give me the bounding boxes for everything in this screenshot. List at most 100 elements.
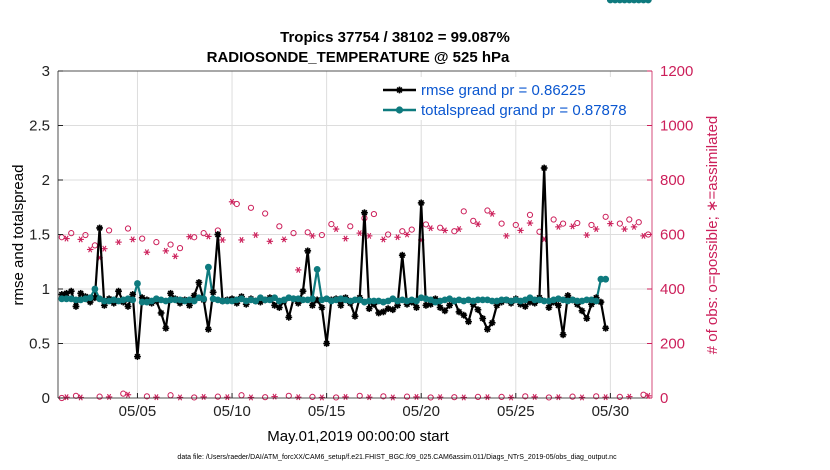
rmse-point: [583, 315, 591, 322]
obs-assimilated-marker: [247, 394, 255, 401]
totalspread-point: [219, 297, 226, 305]
obs-possible-marker: [474, 393, 482, 401]
y-tick-label-left: 0: [42, 390, 50, 407]
obs-possible-marker: [191, 394, 198, 401]
obs-possible-marker: [153, 239, 160, 246]
rmse-point: [554, 301, 562, 309]
obs-assimilated-marker: [224, 394, 231, 401]
obs-possible-marker: [550, 216, 557, 223]
obs-possible-marker: [569, 393, 576, 400]
totalspread-point: [488, 297, 496, 305]
x-tick-label: 05/20: [402, 403, 440, 420]
obs-assimilated-marker: [295, 266, 302, 273]
legend-rmse-marker: [396, 86, 403, 94]
rmse-point: [67, 287, 75, 295]
obs-possible-marker: [370, 210, 378, 218]
axes: 05/05 05/10 05/15 05/20 05/25 05/30 0 0.5 1 1.5 2 2…: [29, 63, 693, 420]
chart-subtitle: RADIOSONDE_TEMPERATURE @ 525 hPa: [207, 49, 510, 66]
rmse-point: [351, 312, 359, 320]
rmse-point: [379, 308, 387, 316]
obs-assimilated-marker: [228, 198, 236, 205]
obs-possible-marker: [72, 392, 80, 399]
obs-assimilated-marker: [172, 253, 179, 260]
rmse-point: [361, 209, 368, 217]
totalspread-point: [573, 297, 581, 305]
totalspread-point: [190, 297, 198, 305]
rmse-point: [77, 289, 85, 297]
obs-possible-marker: [91, 242, 98, 249]
obs-assimilated-marker: [86, 246, 94, 253]
totalspread-point: [351, 296, 359, 304]
rmse-point: [540, 164, 548, 172]
obs-possible-marker: [356, 392, 363, 399]
y-tick-label-left: 2: [42, 172, 50, 189]
totalspread-point: [479, 296, 487, 304]
obs-possible-marker: [460, 208, 467, 215]
footnote: data file: /Users/raeder/DAI/ATM_forcXX/…: [177, 454, 617, 461]
obs-assimilated-marker: [626, 393, 633, 400]
obs-assimilated-marker: [105, 393, 113, 400]
totalspread-point: [129, 296, 137, 304]
y-tick-label-left: 3: [42, 63, 50, 80]
obs-assimilated-marker: [318, 394, 326, 401]
obs-assimilated-marker: [63, 235, 70, 242]
rmse-point: [72, 303, 80, 310]
totalspread-point: [370, 297, 378, 305]
obs-assimilated-marker: [380, 236, 387, 243]
obs-possible-marker: [68, 230, 75, 237]
obs-assimilated-marker: [124, 391, 132, 398]
rmse-point: [441, 307, 449, 315]
obs-assimilated-marker: [503, 232, 510, 239]
rmse-point: [204, 325, 212, 333]
obs-assimilated-marker: [484, 394, 491, 401]
obs-assimilated-marker: [63, 394, 70, 401]
totalspread-point: [204, 263, 212, 271]
obs-assimilated-marker: [578, 394, 586, 401]
obs-assimilated-marker: [389, 394, 397, 401]
obs-assimilated-marker: [474, 221, 482, 228]
totalspread-point: [58, 295, 66, 303]
rmse-point: [214, 231, 222, 238]
obs-assimilated-marker: [252, 231, 259, 239]
obs-possible-marker: [380, 393, 387, 400]
totalspread-point: [63, 295, 70, 303]
obs-possible-marker: [498, 393, 505, 401]
rmse-point: [96, 224, 104, 232]
obs-possible-marker: [484, 207, 491, 214]
obs-possible-marker: [139, 235, 146, 242]
obs-assimilated-marker: [309, 232, 316, 239]
obs-assimilated-marker: [332, 226, 340, 233]
obs-assimilated-marker: [413, 393, 420, 400]
obs-possible-marker: [545, 394, 553, 401]
y-tick-label-right: 200: [660, 336, 685, 353]
rmse-point: [162, 324, 170, 332]
obs-possible-marker: [626, 216, 633, 223]
rmse-point: [275, 304, 283, 311]
obs-possible-marker: [143, 393, 151, 400]
obs-assimilated-marker: [460, 394, 467, 401]
totalspread-point: [91, 285, 99, 293]
totalspread-point: [252, 297, 260, 305]
obs-possible-marker: [574, 219, 581, 227]
obs-assimilated-marker: [455, 226, 463, 233]
rmse-point: [337, 301, 345, 309]
rmse-point: [484, 325, 491, 333]
obs-assimilated-marker: [630, 223, 638, 230]
obs-possible-marker: [247, 204, 255, 211]
x-tick-label: 05/25: [497, 403, 535, 420]
totalspread-point: [597, 275, 605, 283]
totalspread-point: [413, 297, 420, 305]
y-tick-label-right: 1000: [660, 118, 693, 135]
obs-possible-marker: [304, 229, 311, 236]
obs-possible-marker: [347, 223, 354, 230]
obs-possible-marker: [427, 394, 434, 401]
y-tick-label-left: 1.5: [29, 227, 50, 244]
obs-possible-marker: [238, 392, 245, 399]
rmse-point: [521, 303, 529, 310]
obs-assimilated-marker: [186, 233, 193, 240]
obs-assimilated-marker: [403, 231, 411, 238]
obs-possible-marker: [512, 221, 519, 229]
totalspread-point: [200, 295, 208, 303]
y-tick-label-right: 400: [660, 281, 685, 298]
obs-possible-marker: [233, 200, 240, 208]
